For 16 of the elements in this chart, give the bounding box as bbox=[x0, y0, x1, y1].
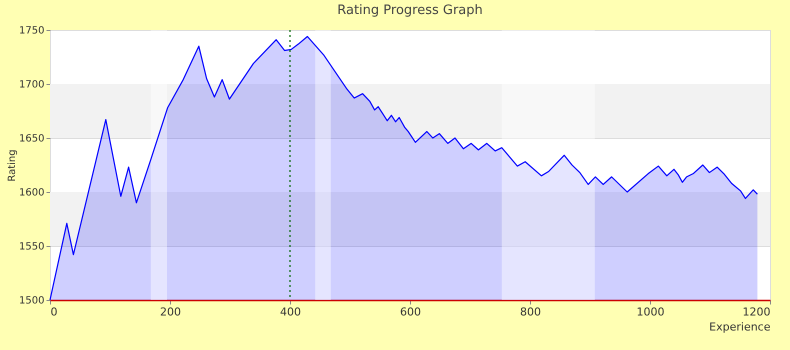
x-axis-title: Experience bbox=[709, 320, 771, 334]
x-tick-label: 800 bbox=[520, 306, 541, 318]
x-tick-label: 1000 bbox=[636, 306, 664, 318]
y-tick-label: 1600 bbox=[19, 188, 44, 198]
y-tick-label: 1750 bbox=[19, 26, 44, 36]
y-tick-label: 1650 bbox=[19, 134, 44, 144]
x-tick-label: 200 bbox=[160, 306, 181, 318]
x-tick-label: 1200 bbox=[742, 306, 770, 318]
x-tick-label: 0 bbox=[50, 306, 58, 318]
y-axis-title: Rating bbox=[7, 149, 18, 182]
y-tick-label: 1500 bbox=[19, 296, 44, 306]
y-tick-label: 1700 bbox=[19, 80, 44, 90]
x-tick-label: 600 bbox=[400, 306, 421, 318]
chart-title: Rating Progress Graph bbox=[337, 3, 483, 18]
x-tick-label: 400 bbox=[280, 306, 301, 318]
y-tick-label: 1550 bbox=[19, 242, 44, 252]
